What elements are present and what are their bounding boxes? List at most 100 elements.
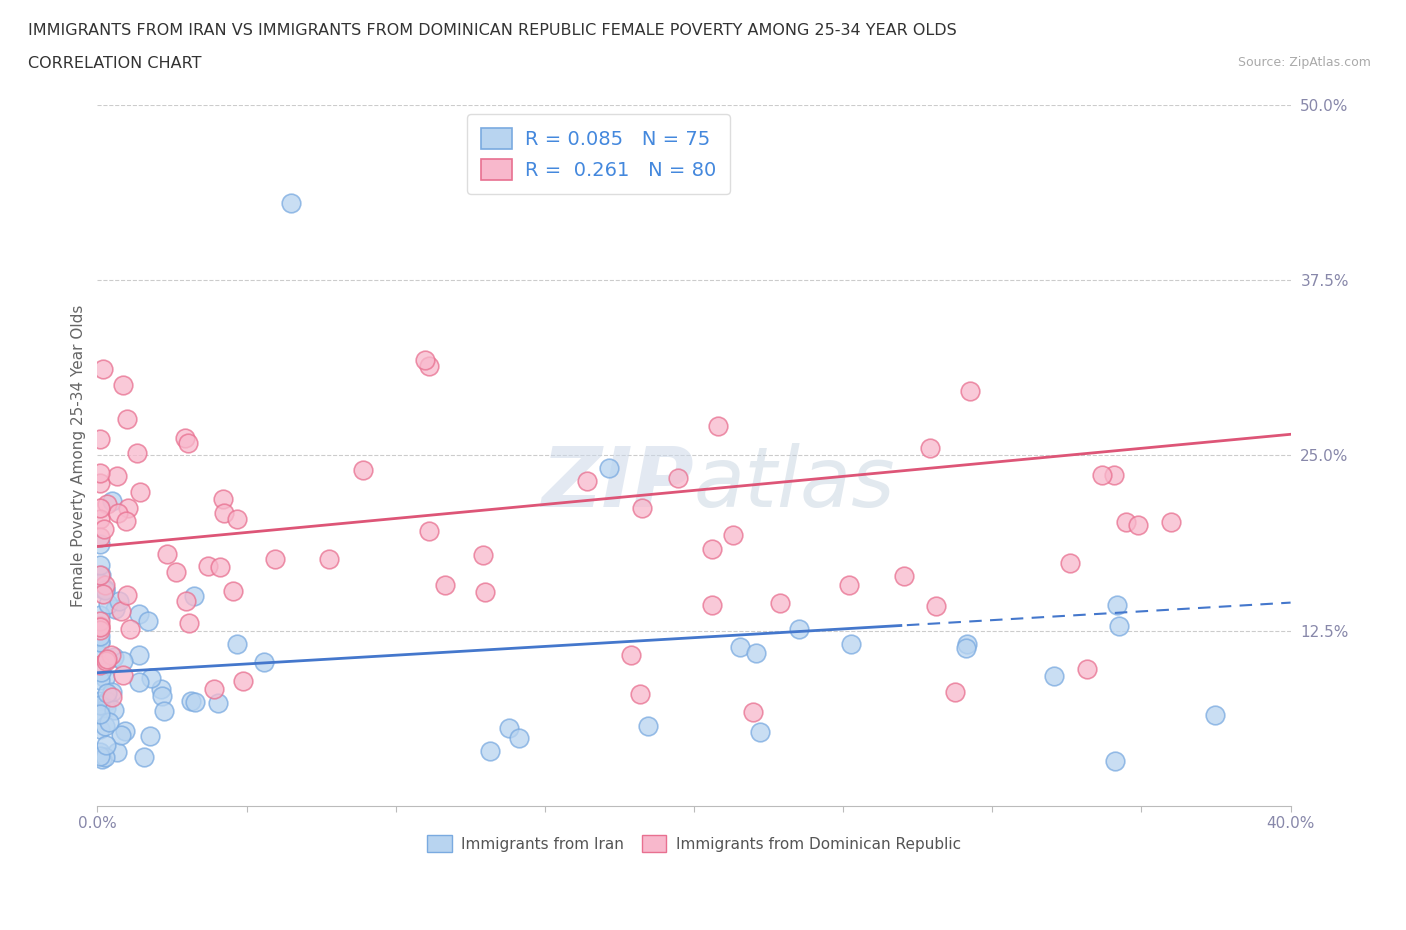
Point: [474, 584, 496, 599]
Point: [212, 506, 235, 521]
Point: [1204, 708, 1226, 723]
Point: [749, 725, 772, 740]
Point: [89, 647, 111, 662]
Point: [575, 473, 598, 488]
Legend: Immigrants from Iran, Immigrants from Dominican Republic: Immigrants from Iran, Immigrants from Do…: [420, 829, 967, 858]
Point: [955, 641, 977, 656]
Point: [117, 500, 139, 515]
Point: [110, 728, 132, 743]
Point: [89, 658, 111, 673]
Point: [93, 583, 115, 598]
Point: [598, 461, 620, 476]
Point: [89, 698, 111, 712]
Point: [471, 548, 494, 563]
Point: [212, 492, 235, 507]
Point: [150, 688, 173, 703]
Point: [129, 485, 152, 499]
Point: [1108, 618, 1130, 633]
Point: [138, 613, 160, 628]
Point: [100, 690, 122, 705]
Point: [90, 567, 112, 582]
Point: [103, 703, 125, 718]
Point: [89, 744, 111, 759]
Point: [101, 494, 124, 509]
Point: [165, 565, 187, 579]
Point: [628, 686, 651, 701]
Point: [94, 738, 117, 753]
Point: [434, 578, 457, 592]
Point: [96, 497, 118, 512]
Point: [101, 684, 124, 699]
Point: [1160, 514, 1182, 529]
Point: [1107, 597, 1129, 612]
Point: [89, 530, 111, 545]
Point: [89, 580, 111, 595]
Point: [264, 551, 287, 566]
Point: [105, 745, 128, 760]
Point: [418, 359, 440, 374]
Point: [197, 559, 219, 574]
Point: [1102, 467, 1125, 482]
Point: [97, 596, 120, 611]
Point: [114, 724, 136, 738]
Point: [96, 652, 118, 667]
Point: [89, 705, 111, 720]
Point: [352, 463, 374, 478]
Point: [96, 694, 118, 709]
Point: [89, 629, 111, 644]
Point: [105, 469, 128, 484]
Point: [91, 362, 114, 377]
Point: [127, 446, 149, 461]
Point: [728, 640, 751, 655]
Point: [89, 619, 111, 634]
Point: [134, 750, 156, 764]
Point: [700, 542, 723, 557]
Point: [128, 675, 150, 690]
Point: [721, 527, 744, 542]
Point: [103, 650, 125, 665]
Point: [118, 622, 141, 637]
Point: [89, 694, 111, 709]
Point: [700, 598, 723, 613]
Point: [918, 441, 941, 456]
Point: [93, 671, 115, 685]
Point: [89, 672, 111, 687]
Point: [744, 645, 766, 660]
Point: [318, 551, 340, 566]
Point: [115, 411, 138, 426]
Point: [89, 608, 111, 623]
Point: [91, 751, 114, 766]
Point: [89, 576, 111, 591]
Text: CORRELATION CHART: CORRELATION CHART: [28, 56, 201, 71]
Point: [89, 614, 111, 629]
Point: [89, 623, 111, 638]
Point: [177, 615, 200, 630]
Point: [1104, 754, 1126, 769]
Point: [139, 671, 162, 685]
Point: [94, 653, 117, 668]
Point: [280, 195, 302, 210]
Point: [209, 560, 232, 575]
Point: [104, 602, 127, 617]
Point: [89, 634, 111, 649]
Point: [1076, 662, 1098, 677]
Point: [93, 522, 115, 537]
Point: [839, 637, 862, 652]
Point: [114, 513, 136, 528]
Point: [93, 582, 115, 597]
Point: [89, 567, 111, 582]
Point: [89, 707, 111, 722]
Point: [620, 648, 643, 663]
Point: [413, 352, 436, 367]
Point: [89, 537, 111, 551]
Point: [184, 694, 207, 709]
Text: ZIP: ZIP: [541, 443, 695, 524]
Point: [1091, 468, 1114, 483]
Point: [89, 475, 111, 490]
Point: [789, 622, 811, 637]
Text: Source: ZipAtlas.com: Source: ZipAtlas.com: [1237, 56, 1371, 69]
Text: atlas: atlas: [695, 443, 896, 524]
Point: [631, 500, 654, 515]
Point: [89, 722, 111, 737]
Point: [89, 512, 111, 526]
